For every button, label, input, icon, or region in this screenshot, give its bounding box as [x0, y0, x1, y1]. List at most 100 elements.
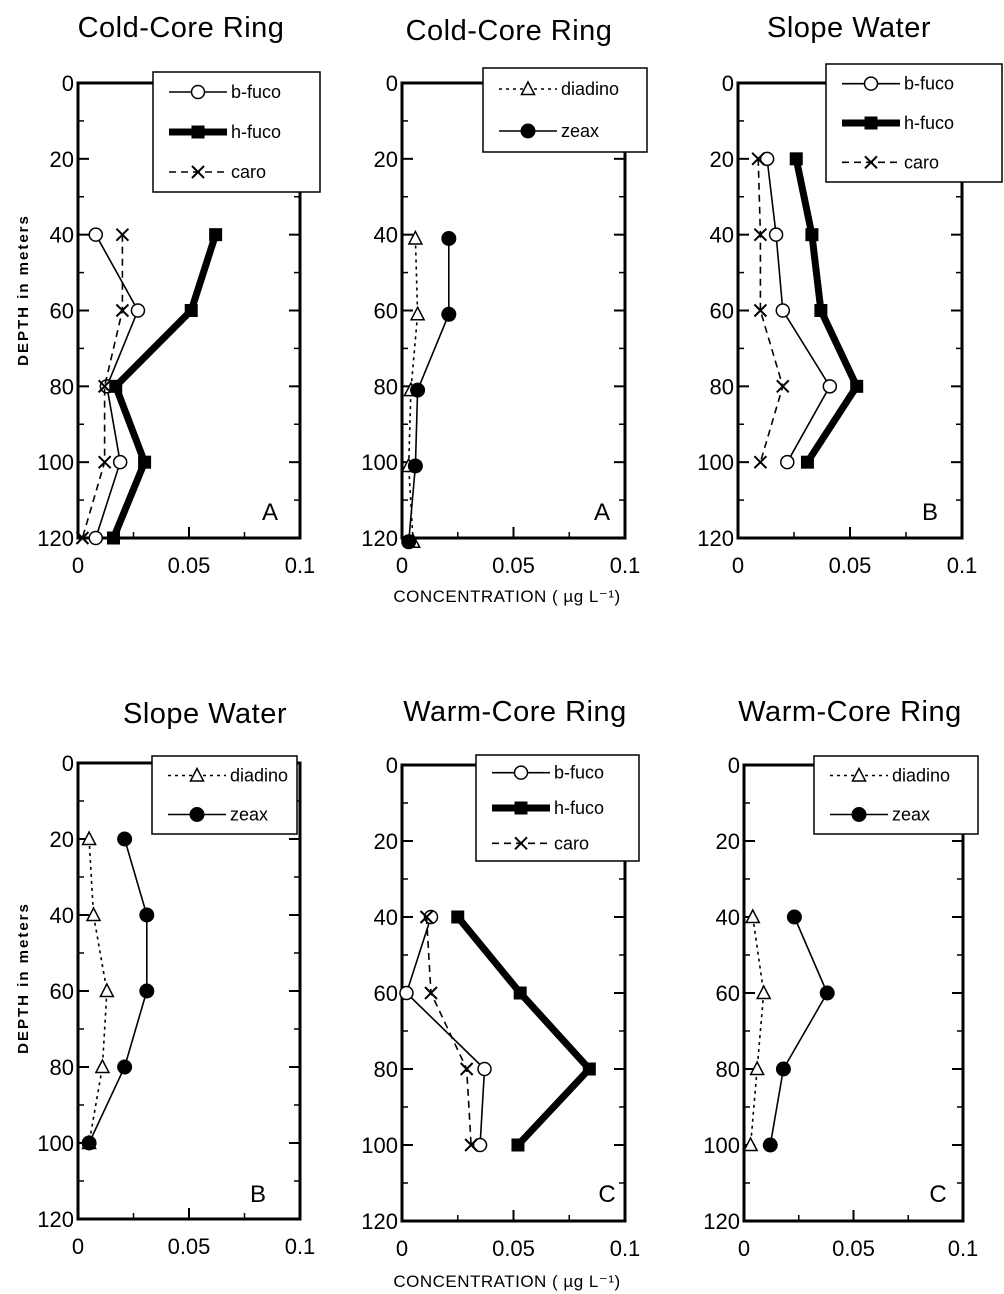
data-point-caro — [776, 379, 790, 394]
data-point-zeax — [762, 1137, 778, 1153]
series-line-caro — [81, 234, 124, 539]
y-tick-label: 20 — [374, 829, 398, 854]
x-axis-label-bottom: CONCENTRATION ( µg L⁻¹) — [393, 1272, 620, 1291]
data-point-diadino — [407, 229, 424, 245]
legend-label-zeax: zeax — [561, 121, 599, 141]
y-tick-label: 80 — [716, 1057, 740, 1082]
data-point-caro — [75, 531, 90, 545]
y-tick-label: 80 — [50, 374, 74, 399]
y-tick-label: 0 — [386, 71, 398, 96]
legend-label-b-fuco: b-fuco — [554, 763, 604, 783]
series-line-b-fuco — [405, 916, 486, 1146]
data-point-h-fuco — [800, 455, 814, 469]
legend-label-b-fuco: b-fuco — [231, 82, 281, 102]
series-line-caro — [425, 916, 472, 1146]
data-point-b-fuco — [822, 379, 838, 394]
data-point-diadino — [409, 305, 426, 321]
data-point-zeax — [786, 909, 802, 925]
y-tick-label: 120 — [703, 1209, 740, 1234]
series-line-diadino — [88, 838, 108, 1144]
data-point-h-fuco — [582, 1062, 596, 1076]
series-h-fuco — [789, 152, 864, 469]
legend-marker-b-fuco — [190, 84, 206, 100]
data-point-h-fuco — [109, 379, 123, 393]
legend: diadino zeax — [482, 67, 648, 153]
data-point-caro — [753, 303, 768, 318]
y-tick-label: 20 — [710, 147, 734, 172]
legend-marker-caro — [191, 165, 205, 179]
x-tick-label: 0.1 — [948, 1236, 979, 1261]
y-tick-label: 40 — [374, 223, 398, 248]
data-point-b-fuco — [88, 227, 104, 242]
panel-letter: B — [250, 1181, 266, 1208]
data-point-zeax — [407, 458, 423, 474]
y-tick-label: 20 — [374, 147, 398, 172]
y-tick-label: 40 — [374, 905, 398, 930]
data-point-h-fuco — [209, 228, 223, 242]
y-tick-label: 20 — [50, 827, 74, 852]
data-point-h-fuco — [451, 910, 465, 924]
x-tick-label: 0 — [738, 1236, 750, 1261]
series-caro — [419, 910, 478, 1152]
x-tick-label: 0.1 — [610, 1236, 641, 1261]
series-caro — [75, 227, 130, 545]
series-line-zeax — [769, 916, 829, 1146]
x-tick-label: 0.05 — [832, 1236, 875, 1261]
legend-marker-h-fuco — [864, 116, 878, 130]
y-tick-label: 120 — [37, 1207, 74, 1232]
data-point-zeax — [117, 1059, 133, 1075]
data-point-caro — [419, 910, 434, 924]
y-tick-label: 80 — [710, 374, 734, 399]
data-point-h-fuco — [184, 304, 198, 317]
x-tick-label: 0.1 — [285, 553, 316, 578]
data-point-h-fuco — [814, 304, 828, 317]
data-point-h-fuco — [513, 986, 527, 1000]
x-tick-label: 0 — [396, 553, 408, 578]
data-point-caro — [459, 1062, 474, 1076]
legend: diadino zeax — [151, 755, 298, 835]
legend-label-zeax: zeax — [892, 805, 930, 825]
y-tick-label: 80 — [50, 1055, 74, 1080]
legend-marker-zeax — [189, 807, 205, 822]
data-point-caro — [751, 152, 765, 166]
y-tick-label: 100 — [37, 1131, 74, 1156]
x-tick-label: 0 — [72, 553, 84, 578]
data-point-zeax — [139, 983, 155, 999]
x-tick-label: 0.1 — [610, 553, 641, 578]
series-line-diadino — [407, 238, 419, 542]
series-diadino — [742, 908, 772, 1152]
legend-marker-caro — [514, 836, 528, 851]
data-point-b-fuco — [112, 454, 128, 470]
y-tick-label: 0 — [722, 71, 734, 96]
y-tick-label: 60 — [374, 299, 398, 324]
y-tick-label: 40 — [50, 223, 74, 248]
y-tick-label: 120 — [361, 1209, 398, 1234]
y-tick-label: 100 — [697, 450, 734, 475]
series-line-caro — [757, 158, 784, 463]
legend-box — [813, 755, 979, 835]
series-line-h-fuco — [455, 914, 595, 1148]
data-point-zeax — [139, 907, 155, 923]
legend-label-h-fuco: h-fuco — [904, 113, 954, 133]
legend-label-h-fuco: h-fuco — [231, 122, 281, 142]
legend-box — [482, 67, 648, 153]
legend-box — [151, 755, 298, 835]
y-tick-label: 60 — [50, 979, 74, 1004]
data-point-caro — [115, 303, 130, 318]
data-point-diadino — [745, 908, 761, 924]
panel-title: Cold-Core Ring — [406, 15, 613, 47]
data-point-diadino — [742, 1136, 759, 1152]
y-tick-label: 40 — [710, 223, 734, 248]
legend: diadino zeax — [813, 755, 979, 835]
x-tick-label: 0 — [732, 553, 744, 578]
x-tick-label: 0 — [396, 1236, 408, 1261]
legend-label-diadino: diadino — [230, 766, 288, 786]
series-zeax — [762, 909, 835, 1153]
legend-label-b-fuco: b-fuco — [904, 74, 954, 94]
series-b-fuco — [399, 909, 492, 1153]
y-tick-label: 60 — [716, 981, 740, 1006]
